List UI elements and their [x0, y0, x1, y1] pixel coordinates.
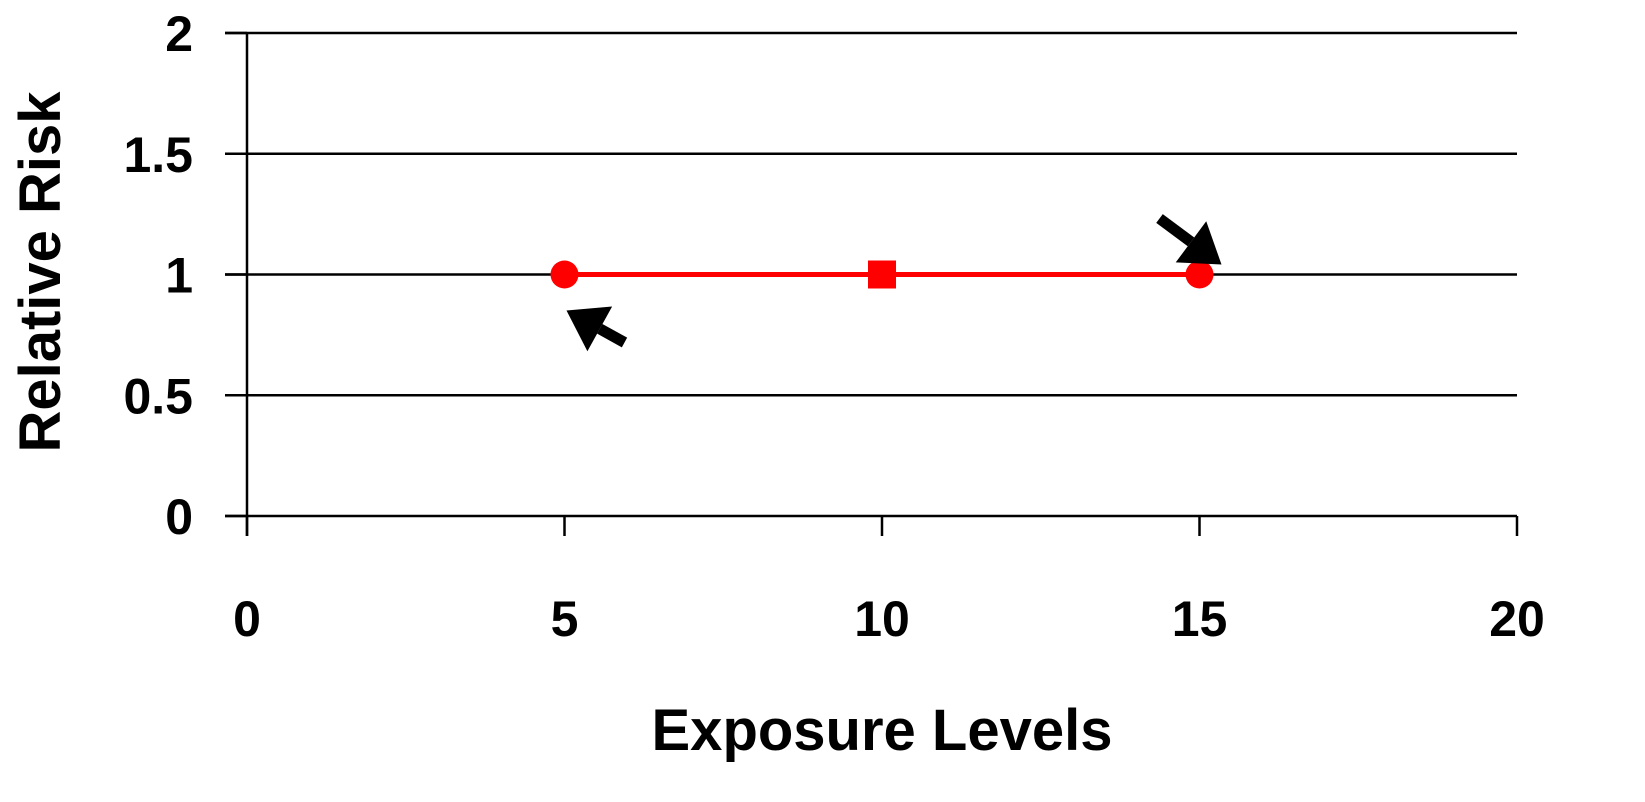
annotation-arrows — [566, 214, 1222, 352]
annotation-arrow — [1156, 214, 1222, 265]
arrow-head — [566, 306, 613, 352]
x-tick-label: 10 — [854, 591, 910, 647]
y-axis-title: Relative Risk — [8, 91, 73, 453]
data-point-square — [868, 260, 896, 289]
annotation-arrow — [566, 306, 628, 352]
y-tick-label: 1 — [165, 248, 193, 304]
grid-lines — [225, 31, 1517, 397]
y-tick-label: 2 — [165, 6, 193, 62]
arrow-shaft — [1156, 214, 1195, 247]
axes — [225, 31, 1519, 536]
x-tick-label: 0 — [233, 591, 261, 647]
x-tick-label: 20 — [1489, 591, 1545, 647]
y-tick-label: 1.5 — [123, 127, 193, 183]
arrow-shaft — [597, 324, 628, 348]
x-tick-label: 5 — [551, 591, 579, 647]
y-tick-label: 0 — [165, 489, 193, 545]
data-point-circle — [550, 260, 579, 289]
y-tick-label: 0.5 — [123, 368, 193, 424]
x-axis-title: Exposure Levels — [652, 698, 1113, 763]
arrow-head — [1175, 221, 1222, 265]
x-tick-label: 15 — [1172, 591, 1228, 647]
tick-labels: 00.511.520 5 10 15 20 — [123, 6, 1544, 647]
data-point-circle — [1185, 260, 1214, 289]
data-series — [550, 260, 1214, 289]
